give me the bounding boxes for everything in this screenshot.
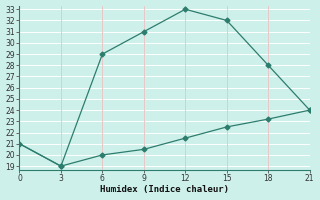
X-axis label: Humidex (Indice chaleur): Humidex (Indice chaleur): [100, 185, 229, 194]
